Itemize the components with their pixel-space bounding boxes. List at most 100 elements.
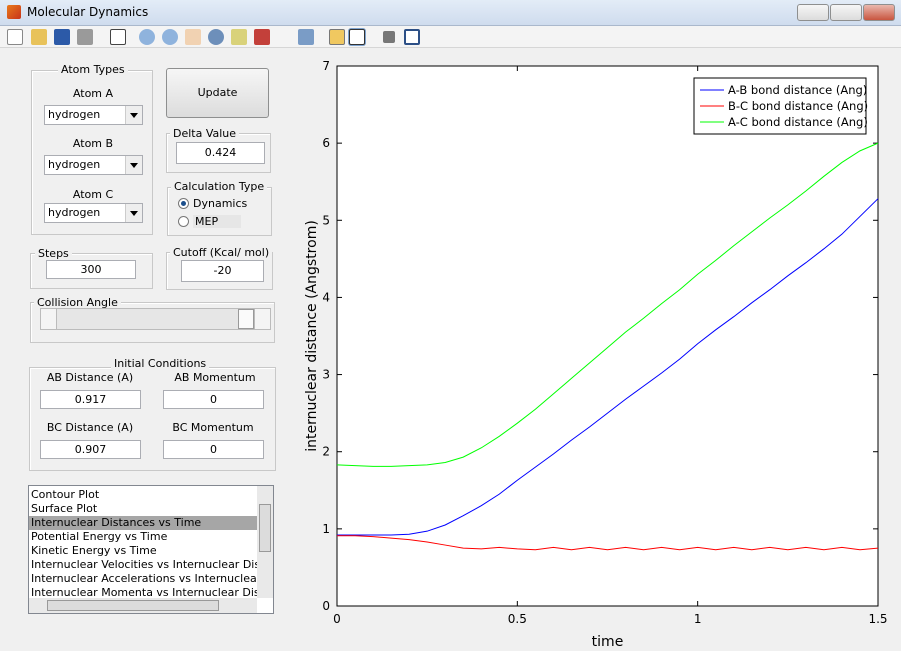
hide-tools-icon[interactable] <box>383 31 395 43</box>
colorbar-icon[interactable] <box>329 29 345 45</box>
window-title: Molecular Dynamics <box>27 5 149 19</box>
data-line <box>337 535 879 551</box>
data-line <box>337 198 879 536</box>
x-tick-label: 0.5 <box>508 612 527 626</box>
label: Atom B <box>72 137 114 150</box>
dropdown-value: hydrogen <box>48 108 101 121</box>
list-item[interactable]: Internuclear Accelerations vs Internucle… <box>31 572 257 585</box>
plot-list[interactable]: Contour Plot Surface Plot Internuclear Dis… <box>28 485 274 614</box>
group-title: Atom Types <box>58 63 128 76</box>
collision-angle-group <box>30 302 275 343</box>
scroll-thumb[interactable] <box>259 504 271 552</box>
plot-area <box>337 66 878 606</box>
new-icon[interactable] <box>7 29 23 45</box>
chart: 0 0.5 1 1.5 0 1 2 3 4 5 6 7 time internuclear distanc… <box>304 59 888 650</box>
steps-group <box>30 253 153 289</box>
slider-thumb[interactable] <box>238 309 254 329</box>
legend-label: A-B bond distance (Ang) <box>728 83 867 97</box>
list-item[interactable]: Contour Plot <box>31 488 100 501</box>
update-button[interactable]: Update <box>166 68 269 118</box>
vertical-scrollbar[interactable] <box>257 486 273 598</box>
data-line <box>336 142 879 467</box>
zoom-out-icon[interactable] <box>162 29 178 45</box>
horizontal-scrollbar[interactable] <box>29 598 257 613</box>
radio-label: Dynamics <box>193 197 248 210</box>
y-axis-label: internuclear distance (Angstrom) <box>304 220 320 452</box>
list-item[interactable]: Internuclear Velocities vs Internuclear … <box>31 558 257 571</box>
group-title: Delta Value <box>170 127 240 140</box>
y-tick-label: 7 <box>322 59 330 73</box>
list-items: Contour Plot Surface Plot Internuclear Dis… <box>29 488 257 600</box>
dropdown-arrow[interactable] <box>125 106 142 124</box>
x-axis-label: time <box>592 634 624 650</box>
show-tools-icon[interactable] <box>404 29 420 45</box>
label: AB Distance (A) <box>46 371 134 384</box>
dropdown-arrow[interactable] <box>125 204 142 222</box>
edit-box[interactable]: -20 <box>181 260 264 282</box>
y-tick-label: 5 <box>322 213 330 227</box>
dropdown-value: hydrogen <box>48 158 101 171</box>
label: Atom A <box>72 87 114 100</box>
legend-icon[interactable] <box>349 29 365 45</box>
radio-button[interactable] <box>178 216 189 227</box>
label: AB Momentum <box>174 371 256 384</box>
x-tick-label: 1.5 <box>868 612 887 626</box>
y-tick-label: 2 <box>322 445 330 459</box>
label: Atom C <box>72 188 114 201</box>
group-title: Calculation Type <box>171 180 268 193</box>
label: BC Momentum <box>172 421 254 434</box>
close-button[interactable] <box>863 4 895 21</box>
y-tick-label: 4 <box>322 290 330 304</box>
print-icon[interactable] <box>77 29 93 45</box>
list-item[interactable]: Surface Plot <box>31 502 98 515</box>
list-item[interactable]: Internuclear Distances vs Time <box>29 516 257 530</box>
edit-box[interactable]: 300 <box>46 260 136 279</box>
list-item[interactable]: Potential Energy vs Time <box>31 530 168 543</box>
edit-box[interactable]: 0.424 <box>176 142 265 164</box>
link-icon[interactable] <box>298 29 314 45</box>
zoom-in-icon[interactable] <box>139 29 155 45</box>
edit-box[interactable]: 0 <box>163 440 264 459</box>
slider[interactable] <box>40 308 271 330</box>
group-title: Initial Conditions <box>111 357 210 370</box>
axes-box <box>336 65 879 607</box>
open-icon[interactable] <box>31 29 47 45</box>
dropdown[interactable]: hydrogen <box>44 105 143 125</box>
edit-box[interactable]: 0.917 <box>40 390 141 409</box>
group-title: Collision Angle <box>34 296 121 309</box>
dropdown[interactable]: hydrogen <box>44 203 143 223</box>
list-item[interactable]: Kinetic Energy vs Time <box>31 544 157 557</box>
edit-box[interactable]: 0.907 <box>40 440 141 459</box>
save-icon[interactable] <box>54 29 70 45</box>
title-bar: Molecular Dynamics <box>0 0 901 26</box>
slider-right-arrow[interactable] <box>254 309 270 329</box>
slider-left-arrow[interactable] <box>41 309 57 329</box>
brush-icon[interactable] <box>254 29 270 45</box>
x-tick-label: 0 <box>333 612 341 626</box>
rotate-icon[interactable] <box>208 29 224 45</box>
pan-icon[interactable] <box>185 29 201 45</box>
dropdown-arrow[interactable] <box>125 156 142 174</box>
edit-box[interactable]: 0 <box>163 390 264 409</box>
label: BC Distance (A) <box>46 421 134 434</box>
calculation-type-group <box>167 187 272 236</box>
minimize-button[interactable] <box>797 4 829 21</box>
data-cursor-icon[interactable] <box>231 29 247 45</box>
legend-label: A-C bond distance (Ang) <box>728 115 868 129</box>
legend-label: B-C bond distance (Ang) <box>728 99 868 113</box>
app-icon <box>7 5 21 19</box>
maximize-button[interactable] <box>830 4 862 21</box>
x-tick-label: 1 <box>694 612 702 626</box>
scroll-thumb[interactable] <box>47 600 219 611</box>
pointer-icon[interactable] <box>110 29 126 45</box>
list-item[interactable]: Internuclear Momenta vs Internuclear Dis… <box>31 586 257 599</box>
dropdown-value: hydrogen <box>48 206 101 219</box>
group-title: Cutoff (Kcal/ mol) <box>170 246 273 259</box>
group-title: Steps <box>35 247 72 260</box>
dropdown[interactable]: hydrogen <box>44 155 143 175</box>
y-tick-label: 3 <box>322 368 330 382</box>
radio-button[interactable] <box>178 198 189 209</box>
toolbar <box>0 26 901 48</box>
y-tick-label: 6 <box>322 136 330 150</box>
